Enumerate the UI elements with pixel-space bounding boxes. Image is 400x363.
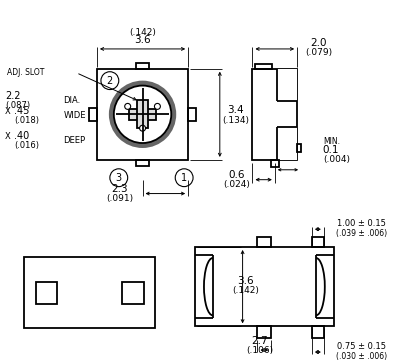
Text: (.091): (.091)	[106, 194, 133, 203]
Circle shape	[109, 81, 176, 148]
Text: 2.7: 2.7	[251, 336, 268, 346]
Bar	[258, 237, 271, 247]
Bar	[136, 160, 150, 166]
Text: (.030 ± .006): (.030 ± .006)	[336, 351, 387, 360]
Text: X: X	[5, 132, 11, 140]
Bar	[136, 63, 150, 69]
Text: ADJ. SLOT: ADJ. SLOT	[7, 68, 44, 77]
Text: .40: .40	[14, 131, 29, 141]
Text: 2.0: 2.0	[311, 38, 327, 48]
Bar	[122, 282, 144, 303]
Text: (.039 ± .006): (.039 ± .006)	[336, 229, 387, 238]
Text: (.016): (.016)	[14, 140, 39, 150]
Text: (.142): (.142)	[232, 286, 259, 295]
Text: (.134): (.134)	[222, 116, 249, 125]
Bar	[312, 326, 324, 338]
Text: DEEP: DEEP	[63, 135, 86, 144]
Text: 0.1: 0.1	[323, 145, 339, 155]
Bar	[277, 69, 297, 101]
Text: (.142): (.142)	[129, 28, 156, 37]
Text: 3.6: 3.6	[237, 276, 254, 286]
Text: (.079): (.079)	[305, 48, 332, 57]
Circle shape	[110, 169, 128, 187]
Text: 2.3: 2.3	[112, 184, 128, 193]
Text: 1.00 ± 0.15: 1.00 ± 0.15	[337, 219, 386, 228]
Text: (.106): (.106)	[246, 346, 273, 355]
Text: (.024): (.024)	[223, 180, 250, 189]
Text: (.004): (.004)	[323, 155, 350, 164]
Bar	[24, 257, 156, 328]
Text: X: X	[5, 107, 11, 116]
Circle shape	[101, 72, 119, 90]
Bar	[195, 247, 334, 326]
Circle shape	[114, 86, 171, 143]
Bar	[271, 160, 279, 167]
Text: MIN.: MIN.	[323, 136, 340, 146]
Bar	[258, 326, 271, 338]
Circle shape	[154, 103, 160, 109]
Bar	[252, 69, 297, 160]
Text: 1: 1	[181, 173, 187, 183]
Circle shape	[175, 169, 193, 187]
Text: (.087): (.087)	[5, 101, 30, 110]
Text: 3: 3	[116, 173, 122, 183]
Bar	[129, 109, 156, 120]
Text: WIDE: WIDE	[63, 111, 86, 120]
Text: .45: .45	[14, 106, 29, 116]
Circle shape	[140, 125, 146, 131]
Bar	[36, 282, 57, 303]
Bar	[256, 64, 272, 69]
Text: 2.2: 2.2	[5, 91, 20, 102]
Bar	[297, 144, 301, 152]
Bar	[97, 69, 188, 160]
Bar	[277, 127, 297, 160]
Circle shape	[125, 103, 131, 109]
Text: DIA.: DIA.	[63, 96, 80, 105]
Bar	[137, 101, 148, 128]
Text: 0.6: 0.6	[228, 170, 245, 180]
Text: 3.6: 3.6	[134, 35, 151, 45]
Bar	[89, 108, 97, 121]
Bar	[312, 237, 324, 247]
Text: 3.4: 3.4	[227, 105, 244, 115]
Text: 2: 2	[107, 76, 113, 86]
Text: (.018): (.018)	[14, 116, 39, 125]
Bar	[188, 108, 196, 121]
Text: 0.75 ± 0.15: 0.75 ± 0.15	[337, 342, 386, 351]
